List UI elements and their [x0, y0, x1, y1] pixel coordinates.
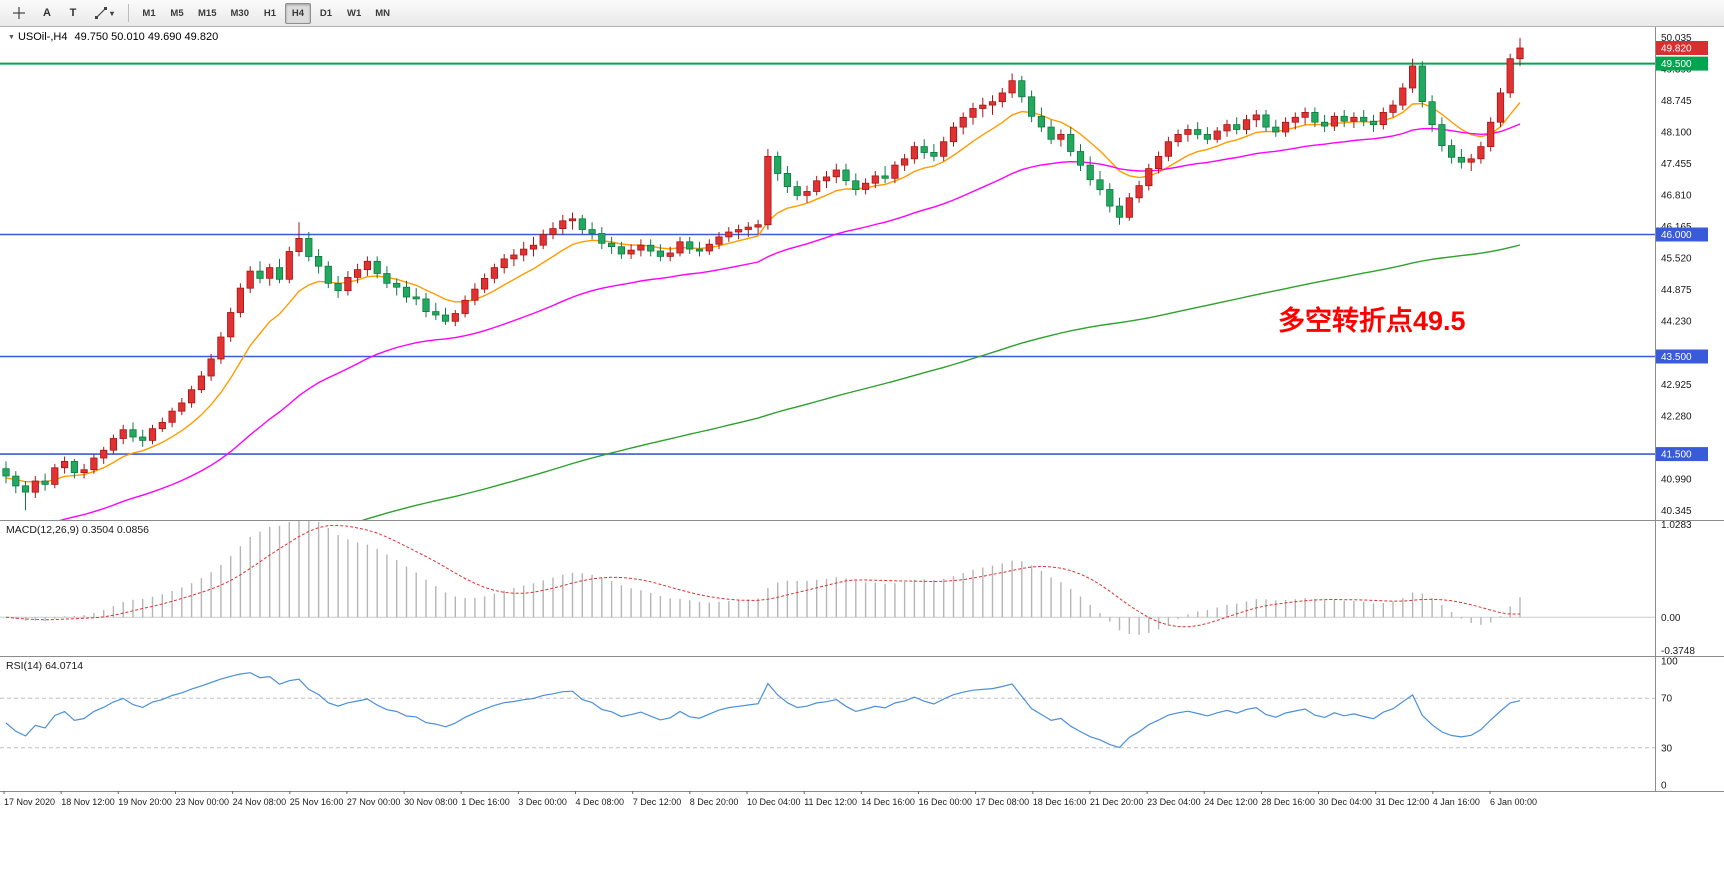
- svg-text:1 Dec 16:00: 1 Dec 16:00: [461, 797, 510, 807]
- symbol-ohlc-label: ▼ USOil-,H4 49.750 50.010 49.690 49.820: [8, 31, 218, 43]
- svg-text:46.000: 46.000: [1661, 230, 1692, 241]
- svg-text:46.165: 46.165: [1661, 222, 1692, 233]
- svg-text:30 Dec 04:00: 30 Dec 04:00: [1319, 797, 1373, 807]
- svg-text:30 Nov 08:00: 30 Nov 08:00: [404, 797, 458, 807]
- rsi-label: RSI(14) 64.0714: [6, 660, 84, 672]
- chart-tools-group: A T ▾: [4, 3, 122, 24]
- timeframe-button-m15[interactable]: M15: [192, 3, 222, 24]
- svg-text:45.520: 45.520: [1661, 253, 1692, 264]
- timeframe-button-m5[interactable]: M5: [164, 3, 190, 24]
- svg-text:1.0283: 1.0283: [1661, 520, 1692, 531]
- svg-text:40.990: 40.990: [1661, 475, 1692, 486]
- macd-histogram: [5, 521, 1521, 635]
- timeframe-button-mn[interactable]: MN: [369, 3, 396, 24]
- rsi-line: [5, 672, 1521, 749]
- svg-text:16 Dec 00:00: 16 Dec 00:00: [919, 797, 973, 807]
- svg-text:7 Dec 12:00: 7 Dec 12:00: [633, 797, 682, 807]
- rsi-axis[interactable]: 100 70 30 0: [1661, 657, 1678, 792]
- svg-text:43.500: 43.500: [1661, 352, 1692, 363]
- svg-text:14 Dec 16:00: 14 Dec 16:00: [861, 797, 915, 807]
- svg-text:23 Dec 04:00: 23 Dec 04:00: [1147, 797, 1201, 807]
- svg-text:0.00: 0.00: [1661, 613, 1681, 624]
- svg-text:49.820: 49.820: [1661, 44, 1692, 55]
- crosshair-icon: [13, 7, 25, 19]
- shapes-tool-label: T: [69, 7, 77, 19]
- svg-text:47.455: 47.455: [1661, 159, 1692, 170]
- svg-text:31 Dec 12:00: 31 Dec 12:00: [1376, 797, 1430, 807]
- toolbar: A T ▾ M1 M5 M15 M30 H1 H4 D1 W1 MN: [0, 0, 1724, 27]
- toolbar-separator: [128, 4, 130, 22]
- svg-text:42.925: 42.925: [1661, 380, 1692, 391]
- svg-text:44.875: 44.875: [1661, 285, 1692, 296]
- timeframe-group: M1 M5 M15 M30 H1 H4 D1 W1 MN: [135, 2, 397, 24]
- svg-text:48.745: 48.745: [1661, 96, 1692, 107]
- svg-text:18 Nov 12:00: 18 Nov 12:00: [61, 797, 115, 807]
- svg-text:100: 100: [1661, 657, 1678, 668]
- timeframe-button-m30[interactable]: M30: [225, 3, 255, 24]
- svg-text:70: 70: [1661, 694, 1673, 705]
- svg-text:25 Nov 16:00: 25 Nov 16:00: [290, 797, 344, 807]
- svg-text:23 Nov 00:00: 23 Nov 00:00: [176, 797, 230, 807]
- svg-text:3 Dec 00:00: 3 Dec 00:00: [518, 797, 567, 807]
- svg-text:17 Nov 2020: 17 Nov 2020: [4, 797, 55, 807]
- svg-text:40.345: 40.345: [1661, 506, 1692, 517]
- svg-text:6 Jan 00:00: 6 Jan 00:00: [1490, 797, 1537, 807]
- svg-text:49.500: 49.500: [1661, 59, 1692, 70]
- macd-signal-line: [5, 524, 1521, 628]
- svg-text:18 Dec 16:00: 18 Dec 16:00: [1033, 797, 1087, 807]
- svg-text:41.500: 41.500: [1661, 450, 1692, 461]
- macd-label: MACD(12,26,9) 0.3504 0.0856: [6, 524, 150, 536]
- chart-marker-icon: ▼: [8, 33, 15, 41]
- text-tool-button[interactable]: A: [35, 3, 59, 24]
- svg-text:27 Nov 00:00: 27 Nov 00:00: [347, 797, 401, 807]
- trendline-icon: [95, 7, 107, 19]
- moving-averages: [5, 102, 1521, 520]
- svg-text:-0.3748: -0.3748: [1661, 646, 1695, 657]
- text-tool-label: A: [43, 7, 51, 19]
- svg-text:21 Dec 20:00: 21 Dec 20:00: [1090, 797, 1144, 807]
- svg-text:19 Nov 20:00: 19 Nov 20:00: [118, 797, 172, 807]
- timeframe-button-m1[interactable]: M1: [136, 3, 162, 24]
- svg-text:42.280: 42.280: [1661, 412, 1692, 423]
- chart-area: 50.03549.39048.74548.10047.45546.81046.1…: [0, 27, 1724, 891]
- macd-axis[interactable]: 1.0283 0.00 -0.3748: [1661, 520, 1695, 657]
- timeframe-button-h1[interactable]: H1: [257, 3, 283, 24]
- price-axis[interactable]: 50.03549.39048.74548.10047.45546.81046.1…: [1656, 33, 1708, 517]
- timeframe-button-h4[interactable]: H4: [284, 2, 311, 24]
- time-axis[interactable]: 17 Nov 2020 18 Nov 12:00 19 Nov 20:00 23 No…: [3, 791, 1537, 807]
- timeframe-button-w1[interactable]: W1: [341, 3, 367, 24]
- svg-text:48.100: 48.100: [1661, 127, 1692, 138]
- ohlc-values: 49.750 50.010 49.690 49.820: [74, 31, 219, 43]
- symbol-name: USOil-,H4: [17, 31, 68, 43]
- svg-text:8 Dec 20:00: 8 Dec 20:00: [690, 797, 739, 807]
- svg-text:17 Dec 08:00: 17 Dec 08:00: [976, 797, 1030, 807]
- svg-text:46.810: 46.810: [1661, 190, 1692, 201]
- crosshair-tool-button[interactable]: [5, 3, 33, 24]
- trendline-tool-button[interactable]: ▾: [87, 3, 121, 24]
- price-chart-svg[interactable]: 50.03549.39048.74548.10047.45546.81046.1…: [0, 27, 1724, 891]
- svg-text:28 Dec 16:00: 28 Dec 16:00: [1261, 797, 1315, 807]
- caret-down-icon: ▾: [110, 8, 115, 18]
- shapes-tool-button[interactable]: T: [61, 3, 85, 24]
- svg-text:30: 30: [1661, 743, 1673, 754]
- chart-annotation: 多空转折点49.5: [1278, 306, 1466, 336]
- svg-text:24 Dec 12:00: 24 Dec 12:00: [1204, 797, 1258, 807]
- svg-text:10 Dec 04:00: 10 Dec 04:00: [747, 797, 801, 807]
- svg-text:0: 0: [1661, 781, 1667, 792]
- candlestick-series: [2, 37, 1524, 511]
- svg-text:50.035: 50.035: [1661, 33, 1692, 44]
- svg-text:44.230: 44.230: [1661, 316, 1692, 327]
- svg-text:24 Nov 08:00: 24 Nov 08:00: [233, 797, 287, 807]
- timeframe-button-d1[interactable]: D1: [313, 3, 339, 24]
- svg-text:4 Dec 08:00: 4 Dec 08:00: [576, 797, 625, 807]
- svg-text:4 Jan 16:00: 4 Jan 16:00: [1433, 797, 1480, 807]
- svg-text:11 Dec 12:00: 11 Dec 12:00: [804, 797, 857, 807]
